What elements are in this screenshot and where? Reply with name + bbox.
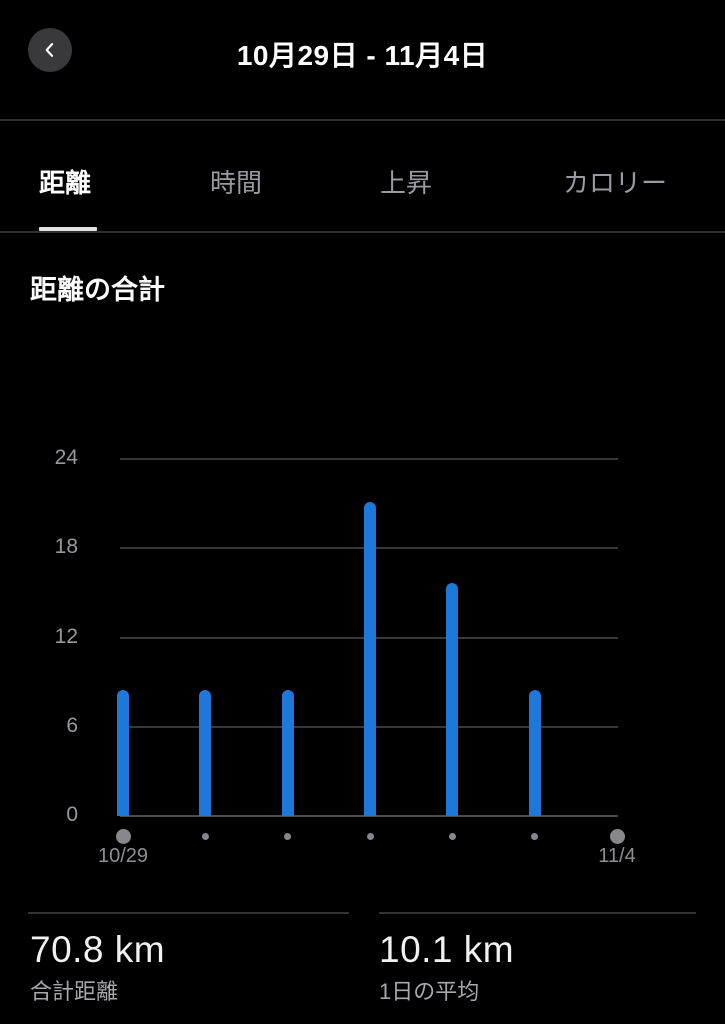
axis-dot — [448, 832, 456, 840]
section-title: 距離の合計 — [30, 275, 165, 305]
tab-distance[interactable]: 距離 — [39, 163, 91, 200]
axis-dot — [284, 832, 292, 840]
gridline-24 — [120, 458, 618, 460]
x-axis-label: 10/29 — [97, 845, 149, 867]
back-button[interactable] — [28, 28, 72, 72]
bar-10/29[interactable] — [117, 689, 129, 816]
tab-elevation[interactable]: 上昇 — [380, 163, 432, 200]
tabbar-top-divider — [0, 119, 725, 121]
page-title: 10月29日 - 11月4日 — [236, 40, 489, 71]
active-tab-underline — [39, 227, 97, 231]
stat-divider — [379, 912, 696, 914]
axis-dot — [366, 832, 374, 840]
axis-dot — [115, 828, 131, 844]
tab-time[interactable]: 時間 — [210, 163, 262, 200]
stat-divider — [28, 912, 349, 914]
total-distance-label: 合計距離 — [30, 979, 119, 1004]
daily-average-label: 1日の平均 — [379, 979, 480, 1004]
chevron-left-icon — [40, 40, 60, 60]
bar-10/30[interactable] — [199, 689, 212, 816]
y-axis-label: 12 — [54, 624, 78, 648]
bar-11/3[interactable] — [528, 689, 541, 816]
axis-dot — [201, 832, 209, 840]
tabbar-bottom-divider — [0, 231, 725, 233]
bar-11/2[interactable] — [446, 582, 459, 816]
y-axis-label: 0 — [66, 803, 78, 826]
total-distance-value: 70.8 km — [30, 929, 166, 970]
axis-dot — [609, 828, 625, 844]
y-axis-label: 6 — [66, 713, 78, 737]
x-axis-label: 11/4 — [598, 845, 636, 867]
tab-calories[interactable]: カロリー — [563, 163, 667, 200]
gridline-0 — [120, 815, 618, 817]
bar-11/1[interactable] — [364, 502, 376, 816]
y-axis-label: 24 — [54, 446, 78, 469]
bar-10/31[interactable] — [281, 689, 294, 816]
axis-dot — [531, 832, 539, 840]
y-axis-label: 18 — [54, 535, 78, 559]
daily-average-value: 10.1 km — [379, 929, 515, 970]
